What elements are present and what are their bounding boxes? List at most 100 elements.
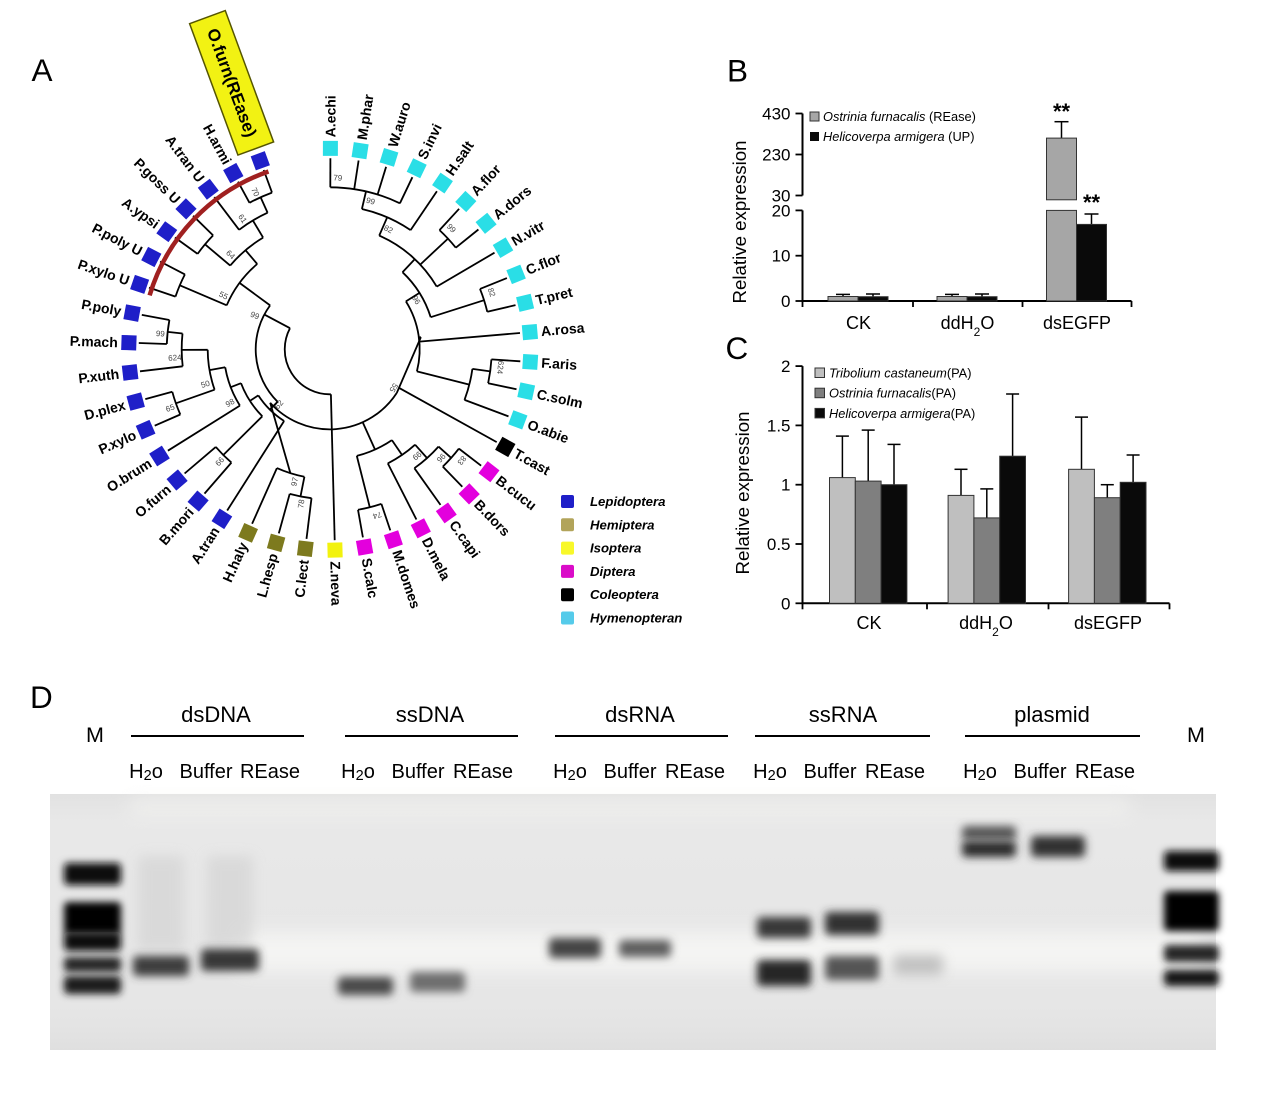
svg-text:CK: CK xyxy=(846,313,871,333)
svg-text:Diptera: Diptera xyxy=(590,564,635,579)
svg-text:CK: CK xyxy=(856,613,881,633)
svg-text:D.plex: D.plex xyxy=(82,397,127,423)
svg-text:A: A xyxy=(32,52,53,88)
svg-text:55: 55 xyxy=(218,290,230,302)
svg-text:50: 50 xyxy=(200,379,212,390)
svg-text:B.mori: B.mori xyxy=(156,504,197,548)
svg-text:Ostrinia furnacalis(PA): Ostrinia furnacalis(PA) xyxy=(829,386,956,401)
svg-text:O.furn: O.furn xyxy=(132,481,174,520)
svg-text:74: 74 xyxy=(371,510,383,521)
svg-text:N.vitr: N.vitr xyxy=(509,217,548,249)
svg-text:P.xylo: P.xylo xyxy=(96,427,139,457)
svg-text:0: 0 xyxy=(781,292,790,311)
svg-text:78: 78 xyxy=(296,498,306,509)
svg-text:REase: REase xyxy=(240,761,300,783)
svg-text:REase: REase xyxy=(665,761,725,783)
svg-text:1: 1 xyxy=(781,476,790,495)
svg-text:F.aris: F.aris xyxy=(541,355,578,373)
svg-text:B: B xyxy=(727,53,748,89)
svg-text:79: 79 xyxy=(333,173,343,182)
svg-text:T.cast: T.cast xyxy=(511,445,553,478)
svg-text:M: M xyxy=(86,723,104,747)
svg-text:P.poly: P.poly xyxy=(80,296,123,319)
svg-text:P.poly U: P.poly U xyxy=(90,220,145,259)
svg-text:D: D xyxy=(30,679,53,715)
svg-text:Buffer: Buffer xyxy=(180,761,233,783)
svg-text:P.goss U: P.goss U xyxy=(131,155,184,207)
svg-text:REase: REase xyxy=(453,761,513,783)
svg-text:P.mach: P.mach xyxy=(70,333,119,351)
svg-text:A.dors: A.dors xyxy=(490,182,535,222)
svg-text:B.cucu: B.cucu xyxy=(493,472,540,513)
svg-text:Hymenopteran: Hymenopteran xyxy=(590,611,682,626)
svg-text:230: 230 xyxy=(762,146,790,165)
svg-text:624: 624 xyxy=(168,353,182,363)
svg-text:A.ypsi: A.ypsi xyxy=(119,194,162,232)
svg-text:T.pret: T.pret xyxy=(534,284,574,308)
svg-text:ssRNA: ssRNA xyxy=(809,702,878,727)
svg-text:0.5: 0.5 xyxy=(767,535,791,554)
svg-text:Buffer: Buffer xyxy=(392,761,445,783)
svg-text:99: 99 xyxy=(249,310,261,322)
svg-text:S.calc: S.calc xyxy=(359,557,382,600)
svg-text:82: 82 xyxy=(486,287,498,299)
svg-text:97: 97 xyxy=(289,476,300,487)
svg-text:dsEGFP: dsEGFP xyxy=(1074,613,1142,633)
svg-text:1.5: 1.5 xyxy=(767,416,791,435)
svg-text:Relative expression: Relative expression xyxy=(729,140,750,303)
svg-text:dsEGFP: dsEGFP xyxy=(1043,313,1111,333)
svg-text:A.echi: A.echi xyxy=(322,95,338,137)
svg-text:Coleoptera: Coleoptera xyxy=(590,587,659,602)
svg-text:70: 70 xyxy=(249,186,261,198)
svg-text:ddH2O: ddH2O xyxy=(959,613,1013,639)
svg-text:Buffer: Buffer xyxy=(804,761,857,783)
svg-text:**: ** xyxy=(1053,99,1071,124)
svg-text:Ostrinia furnacalis (REase): Ostrinia furnacalis (REase) xyxy=(823,109,976,124)
svg-text:O.brum: O.brum xyxy=(104,455,155,495)
svg-text:O.abie: O.abie xyxy=(525,416,571,446)
svg-text:Isoptera: Isoptera xyxy=(590,541,641,556)
svg-text:M: M xyxy=(1187,723,1205,747)
svg-text:M.domes: M.domes xyxy=(389,548,423,611)
svg-text:M.phar: M.phar xyxy=(354,93,377,141)
svg-text:C.solm: C.solm xyxy=(535,386,584,411)
svg-text:D.mela: D.mela xyxy=(419,535,454,583)
svg-text:REase: REase xyxy=(1075,761,1135,783)
svg-text:L.hesp: L.hesp xyxy=(253,551,280,599)
svg-text:H2o: H2o xyxy=(129,761,163,784)
svg-text:A.rosa: A.rosa xyxy=(540,319,585,339)
svg-text:Z.neva: Z.neva xyxy=(327,561,344,606)
svg-text:H2o: H2o xyxy=(553,761,587,784)
svg-text:C.flor: C.flor xyxy=(523,249,563,278)
svg-text:ddH2O: ddH2O xyxy=(941,313,995,339)
svg-text:H2o: H2o xyxy=(753,761,787,784)
svg-text:A.tran: A.tran xyxy=(187,524,222,567)
svg-text:Buffer: Buffer xyxy=(604,761,657,783)
svg-text:430: 430 xyxy=(762,105,790,124)
svg-text:P.xylo U: P.xylo U xyxy=(76,256,132,288)
svg-text:83: 83 xyxy=(455,454,468,467)
svg-text:A.flor: A.flor xyxy=(467,161,504,199)
svg-text:plasmid: plasmid xyxy=(1014,702,1090,727)
svg-text:Hemiptera: Hemiptera xyxy=(590,517,655,532)
svg-text:99: 99 xyxy=(445,222,458,235)
svg-text:S.invi: S.invi xyxy=(414,121,445,162)
svg-text:ssDNA: ssDNA xyxy=(396,702,465,727)
svg-text:Helicoverpa armigera(PA): Helicoverpa armigera(PA) xyxy=(829,406,975,421)
svg-text:H.haly: H.haly xyxy=(219,540,251,585)
svg-text:65: 65 xyxy=(164,402,176,414)
svg-text:2: 2 xyxy=(781,357,790,376)
svg-text:dsDNA: dsDNA xyxy=(181,702,251,727)
svg-text:Buffer: Buffer xyxy=(1014,761,1067,783)
svg-text:H2o: H2o xyxy=(963,761,997,784)
svg-text:H.salt: H.salt xyxy=(442,138,477,179)
svg-text:Relative expression: Relative expression xyxy=(732,411,753,574)
svg-text:A.tran U: A.tran U xyxy=(162,132,208,185)
svg-text:10: 10 xyxy=(772,247,791,266)
svg-text:0: 0 xyxy=(781,594,790,613)
svg-text:Helicoverpa armigera (UP): Helicoverpa armigera (UP) xyxy=(823,129,974,144)
svg-text:W.auro: W.auro xyxy=(385,100,414,149)
svg-text:REase: REase xyxy=(865,761,925,783)
svg-text:C.capi: C.capi xyxy=(446,517,483,560)
svg-text:B.dors: B.dors xyxy=(471,496,513,539)
